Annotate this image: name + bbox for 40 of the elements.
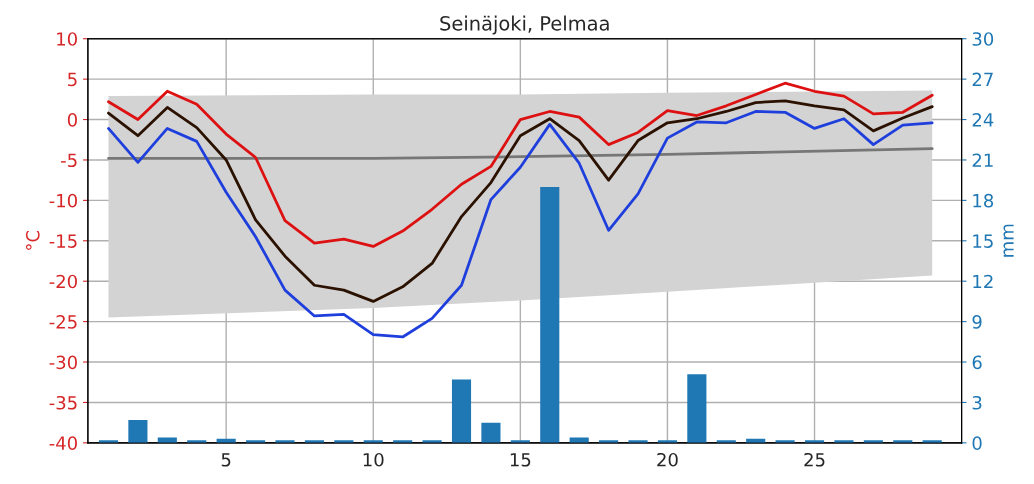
y2-tick-label: 15	[973, 234, 993, 248]
x-tick-label: 20	[657, 452, 678, 467]
x-tick-label: 5	[221, 453, 231, 467]
bar	[451, 379, 472, 443]
y2-tick-label: 9	[972, 315, 982, 329]
y-tick-label: -25	[49, 315, 77, 329]
y2-tick-label: 24	[972, 113, 994, 127]
y2-tick-label: 6	[972, 355, 982, 370]
x-tick-label: 25	[804, 452, 825, 467]
y-tick-label: -15	[49, 234, 77, 248]
y2-tick-label: 30	[972, 32, 994, 46]
y2-tick-label: 27	[972, 72, 993, 86]
y-tick-label: -40	[49, 436, 77, 450]
y-tick-label: 5	[68, 72, 77, 87]
y-tick-label: -20	[49, 274, 77, 289]
bar	[540, 186, 560, 443]
x-tick-label: 15	[510, 453, 531, 467]
bar	[128, 419, 148, 443]
y-axis-title: °C	[25, 230, 40, 250]
chart-title: Seinäjoki, Pelmaa	[440, 15, 609, 35]
y2-tick-label: 21	[972, 153, 993, 167]
line-series	[107, 110, 934, 339]
y2-tick-label: 0	[972, 436, 982, 450]
y-tick-label: -5	[61, 153, 77, 168]
y2-tick-label: 18	[973, 193, 994, 208]
y-tick-label: -35	[49, 395, 77, 410]
bar	[157, 437, 177, 443]
y-tick-label: -30	[49, 355, 77, 370]
y-tick-label: 0	[67, 113, 77, 127]
y2-tick-label: 3	[972, 395, 982, 410]
y2-tick-label: 12	[973, 274, 993, 289]
y2-axis-title: mm	[1003, 224, 1014, 257]
y-tick-label: -10	[49, 193, 77, 208]
line-series	[107, 147, 934, 160]
x-tick-label: 10	[363, 452, 384, 467]
bar	[481, 422, 501, 443]
line-series	[107, 81, 934, 248]
bar	[687, 374, 707, 443]
y-tick-label: 10	[57, 32, 77, 46]
bar	[569, 437, 589, 443]
